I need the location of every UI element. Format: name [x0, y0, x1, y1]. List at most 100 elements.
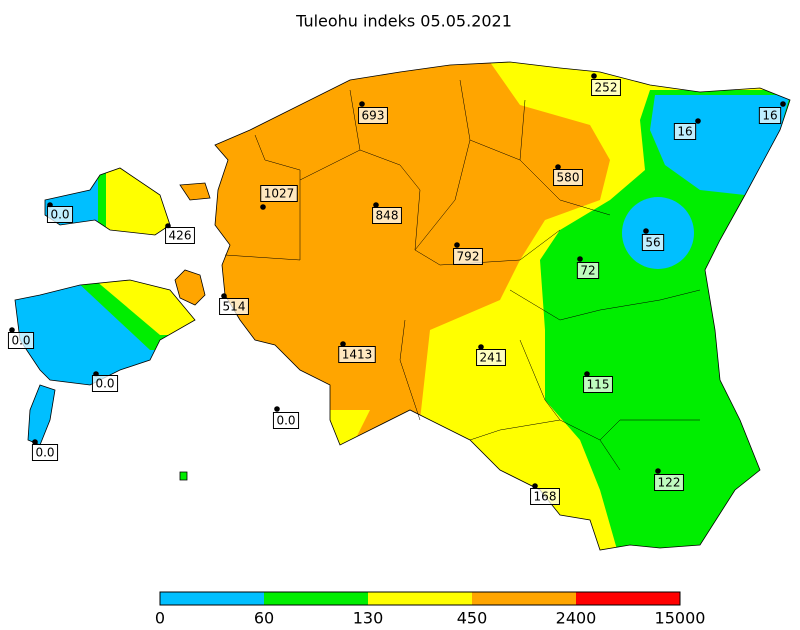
colorbar: 0 60 130 450 2400 15000 [155, 591, 706, 628]
mainland-outline [214, 61, 791, 551]
station: 1027 [260, 185, 298, 210]
station: 56 [641, 228, 665, 251]
hiiumaa-outline [44, 167, 171, 236]
station: 0.0 [46, 202, 74, 223]
label-box [673, 123, 697, 140]
station-dot [32, 439, 38, 445]
station-label: 848 [376, 209, 399, 223]
label-box [591, 79, 621, 96]
station-dot [274, 406, 280, 412]
station-label: 426 [169, 229, 192, 243]
station: 0.0 [7, 327, 35, 349]
hiiumaa-zones [45, 168, 170, 235]
islet [179, 182, 211, 201]
station: 0.0 [91, 371, 119, 392]
label-box [530, 488, 560, 505]
label-box [358, 107, 388, 124]
station: 426 [165, 223, 195, 244]
station-label: 252 [595, 81, 618, 95]
label-box [476, 349, 506, 366]
colorbar-tick-label: 2400 [556, 609, 597, 628]
station: 72 [576, 256, 600, 279]
station-dot [532, 483, 538, 489]
label-box [272, 412, 300, 429]
station: 241 [476, 344, 506, 366]
station-dot [695, 118, 701, 124]
station-dot [555, 164, 561, 170]
label-box [641, 234, 665, 251]
station: 792 [453, 242, 483, 265]
station-dot [780, 101, 786, 107]
colorbar-tick-label: 15000 [655, 609, 706, 628]
station-label: 514 [223, 300, 246, 314]
station-dot [591, 73, 597, 79]
colorbar-tick-label: 130 [353, 609, 384, 628]
station: 848 [372, 202, 402, 224]
label-box [7, 332, 35, 349]
station-dot [9, 327, 15, 333]
station-label: 1027 [264, 187, 295, 201]
label-box [165, 227, 195, 244]
station: 168 [530, 483, 560, 505]
label-box [583, 376, 613, 393]
station-label: 0.0 [95, 377, 114, 391]
colorbar-segment [264, 592, 368, 605]
station-label: 16 [677, 125, 692, 139]
station-dot [359, 101, 365, 107]
station-dot [221, 293, 227, 299]
station: 580 [553, 164, 583, 186]
colorbar-tick-label: 0 [155, 609, 165, 628]
station: 514 [219, 293, 249, 315]
station: 115 [583, 371, 613, 393]
station-dot [260, 204, 266, 210]
station-dot [478, 344, 484, 350]
label-box [46, 206, 74, 223]
stations: 0.0 426 1027 848 693 252 580 16 16 56 79… [7, 73, 786, 505]
colorbar-tick-label: 60 [254, 609, 274, 628]
station-dot [584, 371, 590, 377]
station: 0.0 [31, 439, 59, 461]
station-dot [643, 228, 649, 234]
station: 16 [758, 101, 786, 124]
station-label: 0.0 [276, 414, 295, 428]
county-borders [224, 79, 701, 471]
station-dot [373, 202, 379, 208]
station-label: 56 [645, 236, 660, 250]
label-box [260, 185, 298, 202]
colorbar-frame [159, 591, 681, 606]
label-box [219, 298, 249, 315]
station-dot [454, 242, 460, 248]
station-label: 168 [534, 490, 557, 504]
label-box [31, 444, 59, 461]
station-label: 693 [362, 109, 385, 123]
station-label: 580 [557, 171, 580, 185]
station-label: 16 [762, 109, 777, 123]
colorbar-segment [368, 592, 472, 605]
station: 252 [591, 73, 621, 96]
station-label: 241 [480, 351, 503, 365]
station-dot [340, 341, 346, 347]
label-box [338, 346, 376, 363]
colorbar-tick-label: 450 [457, 609, 488, 628]
station-label: 115 [587, 378, 610, 392]
label-box [372, 207, 402, 224]
muhu-island [174, 269, 206, 306]
station-label: 1413 [342, 348, 373, 362]
station-label: 72 [580, 264, 595, 278]
saaremaa-zones [15, 280, 195, 445]
label-box [91, 375, 119, 392]
station-dot [655, 468, 661, 474]
label-box [654, 474, 684, 491]
islet [179, 471, 188, 481]
station-label: 122 [658, 476, 681, 490]
station-label: 792 [457, 250, 480, 264]
station: 16 [673, 118, 701, 140]
label-box [758, 107, 782, 124]
station: 0.0 [272, 406, 300, 429]
colorbar-segment [576, 592, 680, 605]
label-box [553, 169, 583, 186]
station: 693 [358, 101, 388, 124]
station: 1413 [338, 341, 376, 363]
station-label: 0.0 [35, 446, 54, 460]
